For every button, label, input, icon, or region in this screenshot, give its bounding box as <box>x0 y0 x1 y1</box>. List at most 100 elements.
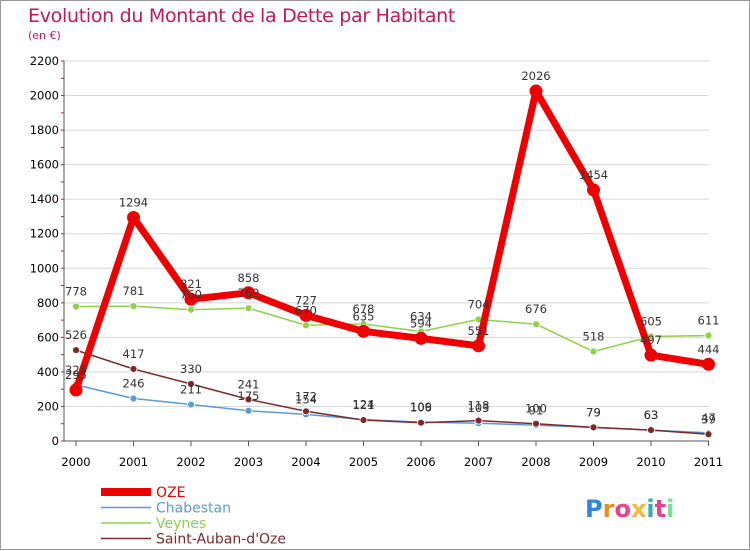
data-label: 106 <box>410 401 432 415</box>
data-point <box>244 395 253 404</box>
data-label: 670 <box>295 303 317 317</box>
data-point <box>704 430 713 439</box>
legend-label: Saint-Auban-d'Oze <box>156 532 286 548</box>
data-point <box>587 183 600 197</box>
data-point <box>589 347 598 356</box>
data-label: 760 <box>180 288 202 302</box>
x-tick-label: 2005 <box>349 455 378 469</box>
y-tick-label: 1800 <box>30 123 59 137</box>
data-point <box>299 308 313 322</box>
series-line <box>75 305 710 353</box>
y-tick-label: 2000 <box>30 89 59 103</box>
data-point <box>129 394 138 403</box>
data-label: 325 <box>65 363 87 377</box>
x-tick-label: 2004 <box>291 455 320 469</box>
x-tick-label: 2001 <box>119 455 148 469</box>
y-tick-label: 1200 <box>30 227 59 241</box>
data-point <box>302 321 310 330</box>
x-tick-label: 2007 <box>464 455 493 469</box>
data-label: 497 <box>640 333 662 347</box>
x-tick-label: 2009 <box>579 455 608 469</box>
x-tick-label: 2008 <box>521 455 550 469</box>
data-label: 676 <box>525 302 547 316</box>
data-point <box>69 383 83 397</box>
data-label: 246 <box>123 377 145 391</box>
data-label: 211 <box>180 383 202 397</box>
data-label: 79 <box>586 405 601 419</box>
data-label: 781 <box>123 284 145 298</box>
data-label: 605 <box>640 315 662 329</box>
data-label: 858 <box>238 271 260 285</box>
data-label: 124 <box>353 398 375 412</box>
data-point <box>357 324 370 338</box>
data-label: 635 <box>353 309 375 323</box>
data-point <box>244 304 253 313</box>
series-saint-auban-d-oze <box>72 346 713 439</box>
series-line <box>72 87 712 394</box>
data-label: 79 <box>586 405 601 419</box>
data-label: 172 <box>295 389 317 403</box>
data-point <box>532 320 540 329</box>
data-point <box>187 305 195 314</box>
x-tick-label: 2006 <box>406 455 435 469</box>
x-tick-label: 2011 <box>694 455 723 469</box>
y-tick-label: 0 <box>52 434 59 448</box>
y-tick-label: 200 <box>37 399 59 413</box>
y-tick-label: 1000 <box>30 261 59 275</box>
data-label: 47 <box>701 411 716 425</box>
data-point <box>644 348 658 362</box>
y-tick-label: 1400 <box>30 192 59 206</box>
y-tick-label: 400 <box>37 365 59 379</box>
data-point <box>184 292 198 306</box>
data-label: 330 <box>180 362 202 376</box>
data-point <box>127 210 140 224</box>
data-point <box>647 426 655 435</box>
data-label: 241 <box>238 377 260 391</box>
data-label: 103 <box>468 401 490 415</box>
data-label: 1454 <box>579 168 608 182</box>
x-tick-label: 2010 <box>636 455 665 469</box>
x-tick-label: 2003 <box>234 455 263 469</box>
data-label: 727 <box>295 293 317 307</box>
data-point <box>529 84 543 98</box>
data-label: 594 <box>410 316 432 330</box>
chart-unit: (en €) <box>28 29 61 42</box>
data-label: 100 <box>525 402 547 416</box>
data-label: 91 <box>529 403 544 417</box>
data-label: 63 <box>644 408 659 422</box>
data-label: 2026 <box>521 69 550 83</box>
data-point <box>129 302 138 311</box>
series-veynes <box>72 302 713 356</box>
series-line <box>75 384 710 434</box>
series-oze <box>69 84 715 397</box>
data-point <box>474 416 483 425</box>
legend-label: Chabestan <box>156 501 231 517</box>
y-tick-label: 2200 <box>30 54 59 68</box>
x-tick-label: 2000 <box>61 455 90 469</box>
data-point <box>242 286 255 300</box>
data-point <box>72 302 80 311</box>
gridlines <box>64 60 709 407</box>
series-line <box>75 349 710 436</box>
data-label: 295 <box>65 368 87 382</box>
data-point <box>359 416 368 425</box>
data-label: 611 <box>698 313 720 327</box>
data-point <box>702 357 715 371</box>
data-label: 39 <box>701 412 716 426</box>
data-point <box>72 346 80 355</box>
data-point <box>414 331 428 345</box>
data-label: 417 <box>123 347 145 361</box>
data-label: 154 <box>295 392 317 406</box>
data-label: 121 <box>353 398 375 412</box>
data-label: 444 <box>698 342 720 356</box>
data-label: 526 <box>65 328 87 342</box>
x-tick-label: 2002 <box>176 455 205 469</box>
data-point <box>302 407 310 416</box>
data-label: 769 <box>238 286 260 300</box>
data-label: 778 <box>65 285 87 299</box>
data-point <box>187 400 195 409</box>
data-label: 1294 <box>119 195 148 209</box>
